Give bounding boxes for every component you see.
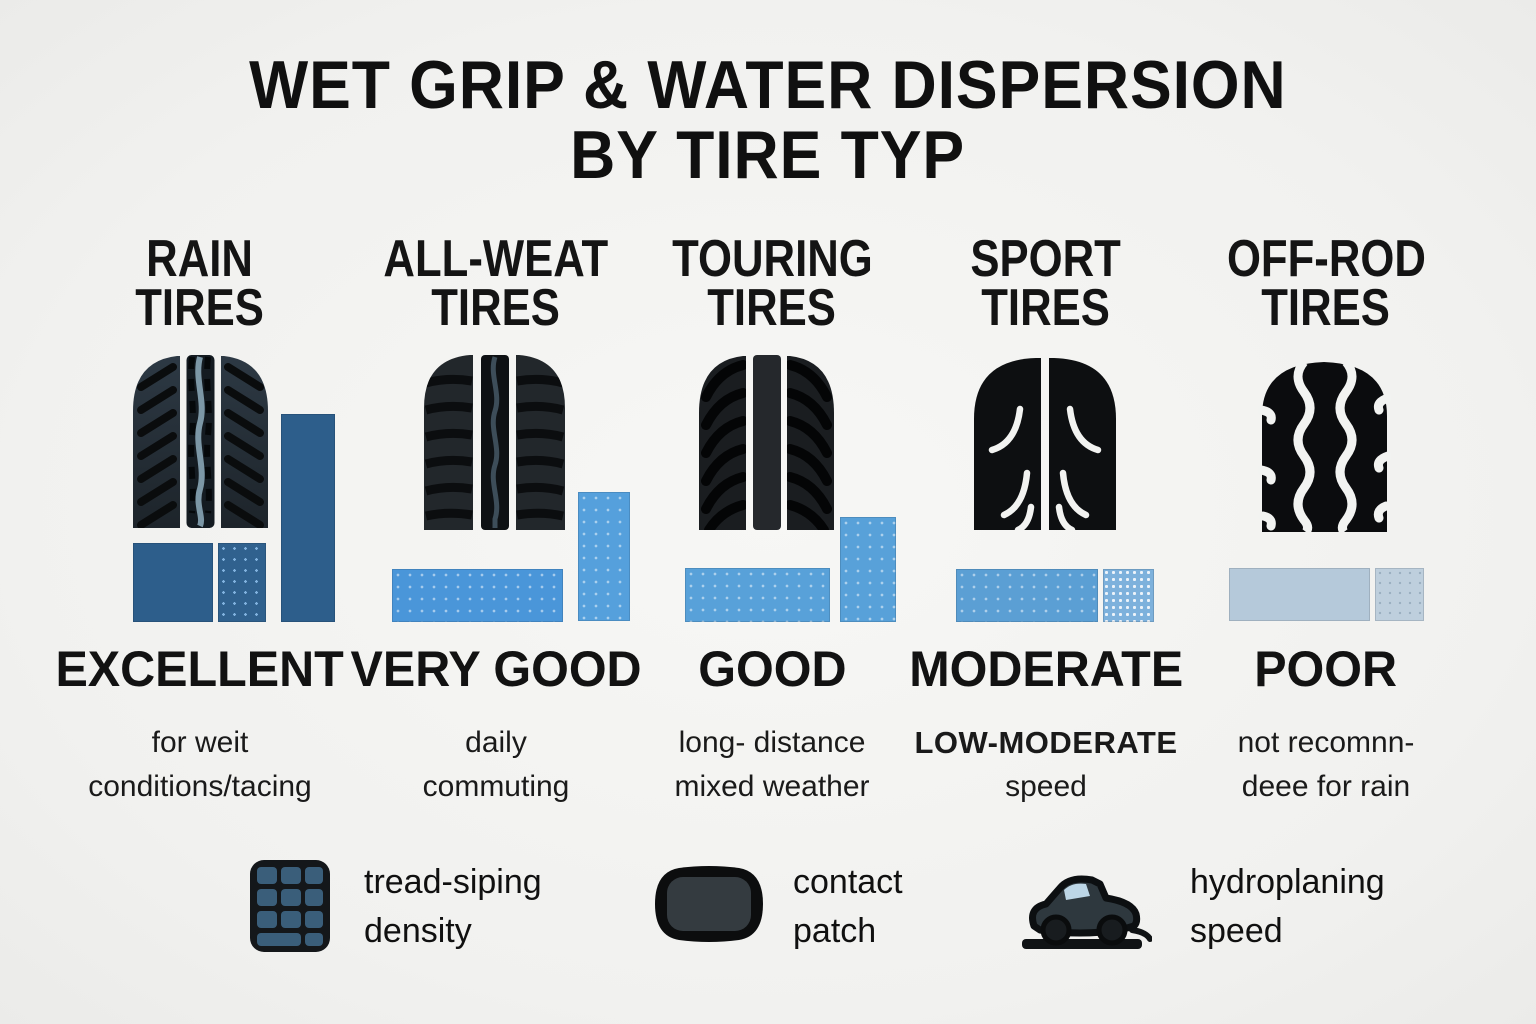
- bar-sport-hydro: [1103, 569, 1154, 622]
- allweather-tire-icon: [424, 355, 565, 530]
- bar-rain-hydro: [281, 414, 335, 622]
- bar-allweather-hydro: [578, 492, 630, 621]
- desc-line-2: deee for rain: [1241, 770, 1411, 803]
- header-line-2: TIRES: [1261, 279, 1391, 337]
- column-header: ALL-WEAT TIRES: [351, 230, 641, 337]
- touring-tire-icon: [699, 355, 834, 530]
- column-header: RAIN TIRES: [55, 230, 345, 337]
- header-line-2: TIRES: [135, 279, 265, 337]
- header-line-1: ALL-WEAT: [383, 230, 609, 288]
- rating-description: LOW-MODERATE speed: [871, 721, 1221, 809]
- header-line-1: TOURING: [671, 230, 873, 288]
- column-offroad-tires: OFF-ROD TIRES POOR not recomnn- deee for…: [1181, 230, 1471, 835]
- rating-description: long- distance mixed weather: [597, 721, 947, 809]
- column-allweather-tires: ALL-WEAT TIRES VERY GOOD: [350, 230, 641, 835]
- legend-label-line-1: hydroplaning: [1190, 863, 1385, 901]
- rating-description: not recomnn- deee for rain: [1151, 721, 1501, 809]
- rating-label: EXCELLENT: [55, 641, 345, 697]
- tread-density-icon: [250, 860, 330, 952]
- bar-allweather-contact: [392, 569, 563, 622]
- offroad-tire-icon: [1258, 359, 1391, 532]
- desc-line-1: long- distance: [678, 726, 866, 759]
- rating-description: for weit conditions/tacing: [25, 721, 375, 809]
- rating-label: MODERATE: [909, 641, 1183, 697]
- page-title: WET GRIP & WATER DISPERSION BY TIRE TYP: [0, 50, 1536, 190]
- desc-line-1: daily: [465, 726, 527, 759]
- desc-line-2: commuting: [422, 770, 570, 803]
- header-line-1: SPORT: [970, 230, 1122, 288]
- bar-touring-contact: [685, 568, 830, 622]
- legend-label-line-2: patch: [793, 912, 877, 950]
- contact-patch-icon: [655, 866, 763, 942]
- legend-label-hydroplaning: hydroplaning speed: [1190, 858, 1385, 956]
- legend-label-line-2: density: [364, 912, 472, 950]
- column-header: TOURING TIRES: [627, 230, 917, 337]
- legend-label-tread-density: tread-siping density: [364, 858, 542, 956]
- column-header: SPORT TIRES: [901, 230, 1191, 337]
- desc-line-1: LOW-MODERATE: [914, 725, 1178, 760]
- rain-tire-icon: [133, 355, 268, 528]
- bar-offroad-contact: [1229, 568, 1370, 621]
- title-line-2: BY TIRE TYP: [570, 117, 966, 193]
- legend-label-line-2: speed: [1190, 912, 1283, 950]
- desc-line-2: conditions/tacing: [88, 770, 312, 803]
- legend-label-line-1: contact: [793, 863, 903, 901]
- column-header: OFF-ROD TIRES: [1181, 230, 1471, 337]
- header-line-1: RAIN: [146, 230, 254, 288]
- desc-line-1: not recomnn-: [1237, 726, 1415, 759]
- header-line-1: OFF-ROD: [1226, 230, 1426, 288]
- bar-rain-contact: [218, 543, 266, 622]
- bar-sport-contact: [956, 569, 1098, 622]
- sport-tire-icon: [974, 358, 1116, 530]
- bar-rain-tread: [133, 543, 213, 622]
- desc-line-1: for weit: [151, 726, 249, 759]
- column-sport-tires: SPORT TIRES MODERATE LOW-MODERATE speed: [901, 230, 1191, 835]
- rating-label: GOOD: [697, 641, 847, 697]
- rating-label: VERY GOOD: [350, 641, 642, 697]
- hydroplaning-car-icon: [1022, 875, 1152, 949]
- column-touring-tires: TOURING TIRES GOOD long- dist: [627, 230, 917, 835]
- desc-line-2: mixed weather: [674, 770, 870, 803]
- rating-label: POOR: [1254, 641, 1398, 697]
- header-line-2: TIRES: [431, 279, 561, 337]
- column-rain-tires: RAIN TIRES: [55, 230, 345, 835]
- bar-touring-hydro: [840, 517, 896, 622]
- desc-line-2: speed: [1005, 770, 1087, 803]
- legend-label-line-1: tread-siping: [364, 863, 542, 901]
- rating-description: daily commuting: [321, 721, 671, 809]
- title-line-1: WET GRIP & WATER DISPERSION: [249, 47, 1287, 123]
- bar-offroad-hydro: [1375, 568, 1424, 621]
- header-line-2: TIRES: [707, 279, 837, 337]
- legend-label-contact-patch: contact patch: [793, 858, 903, 956]
- header-line-2: TIRES: [981, 279, 1111, 337]
